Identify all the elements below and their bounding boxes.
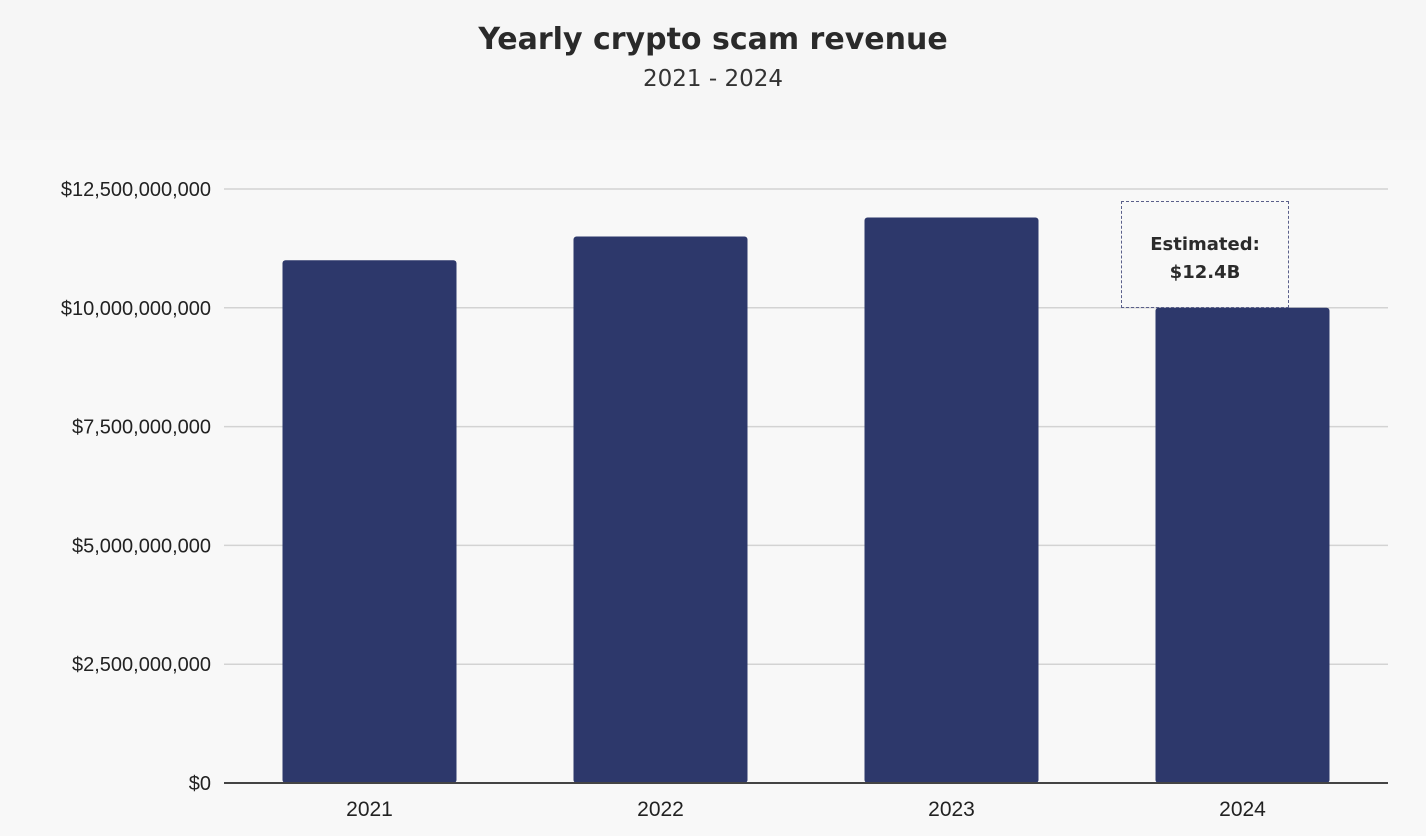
- bar: [1155, 307, 1330, 783]
- chart-subtitle: 2021 - 2024: [643, 66, 783, 92]
- y-tick-label: $7,500,000,000: [72, 417, 211, 439]
- x-tick-label: 2022: [637, 798, 684, 821]
- annotation-label: Estimated:: [1150, 234, 1260, 255]
- y-tick-label: $5,000,000,000: [72, 535, 211, 557]
- annotation-value: $12.4B: [1169, 262, 1241, 283]
- y-tick-label: $12,500,000,000: [61, 179, 211, 201]
- y-tick-label: $0: [189, 773, 211, 795]
- x-tick-label: 2024: [1219, 798, 1266, 821]
- bar: [864, 217, 1039, 784]
- estimate-annotation: Estimated: $12.4B: [1121, 201, 1289, 308]
- y-tick-label: $10,000,000,000: [61, 298, 211, 320]
- bar: [573, 236, 748, 783]
- chart-header: Yearly crypto scam revenue 2021 - 2024: [0, 0, 1426, 140]
- x-tick-label: 2023: [928, 798, 975, 821]
- x-tick-label: 2021: [346, 798, 393, 821]
- bar: [282, 260, 457, 783]
- y-tick-label: $2,500,000,000: [72, 654, 211, 676]
- chart-title: Yearly crypto scam revenue: [478, 22, 948, 57]
